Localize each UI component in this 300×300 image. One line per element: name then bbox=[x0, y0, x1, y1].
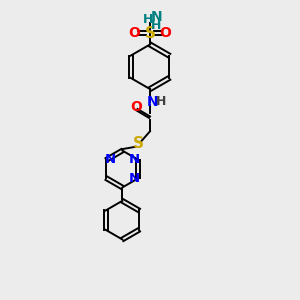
Text: H: H bbox=[156, 95, 166, 108]
Text: N: N bbox=[129, 153, 140, 166]
Text: N: N bbox=[151, 11, 162, 24]
Text: H: H bbox=[152, 19, 162, 32]
Text: N: N bbox=[105, 153, 116, 166]
Text: N: N bbox=[147, 94, 158, 109]
Text: O: O bbox=[129, 26, 140, 40]
Text: O: O bbox=[160, 26, 171, 40]
Text: S: S bbox=[145, 26, 155, 41]
Text: N: N bbox=[129, 172, 140, 185]
Text: O: O bbox=[130, 100, 142, 115]
Text: S: S bbox=[133, 136, 144, 151]
Text: H: H bbox=[142, 13, 153, 26]
